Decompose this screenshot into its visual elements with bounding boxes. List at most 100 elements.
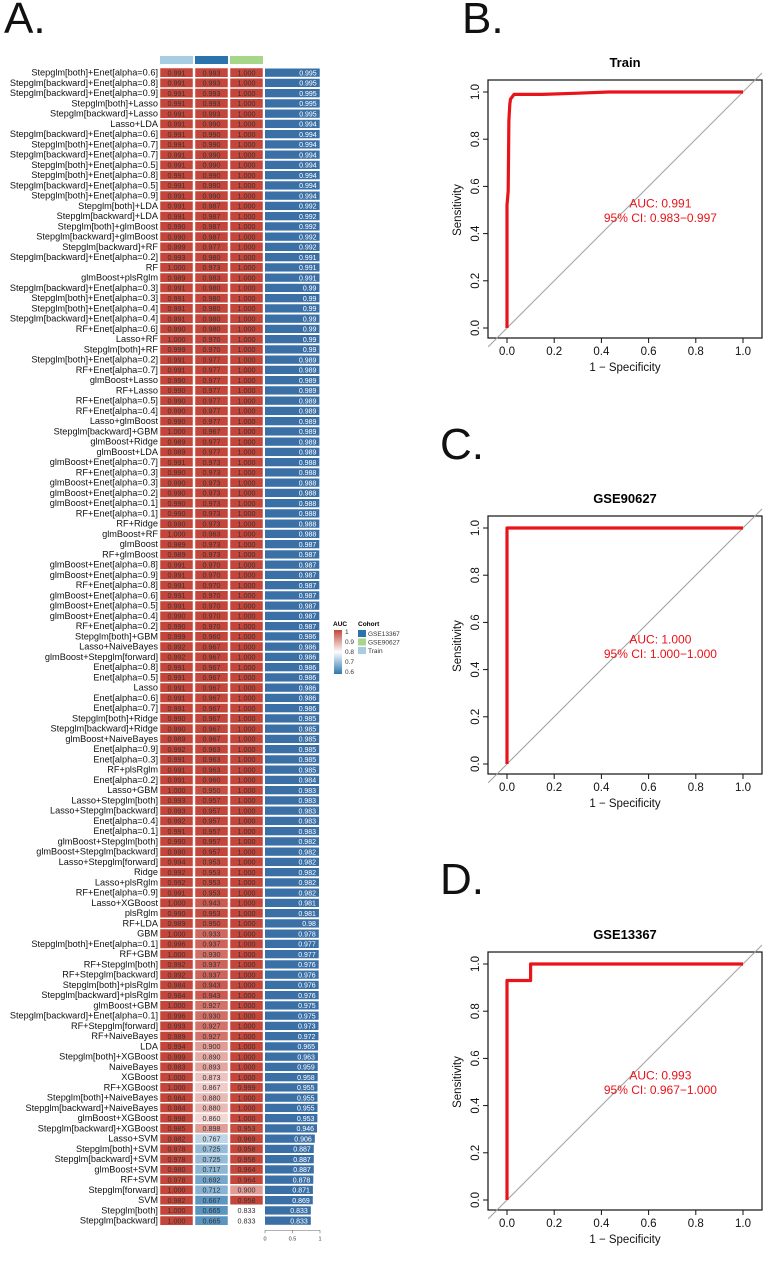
auc-cell: [159, 262, 194, 273]
auc-value: 0.999: [168, 345, 186, 354]
x-tick-label: 1.0: [735, 1218, 751, 1230]
auc-value: 1.000: [238, 1032, 256, 1041]
mean-auc-value: 0.99: [303, 296, 317, 303]
auc-value: 1.000: [238, 284, 256, 293]
auc-value: 0.991: [168, 366, 186, 375]
mean-auc-bar: [265, 447, 320, 457]
mean-auc-value: 0.99: [303, 327, 317, 334]
model-label: Lasso+SVM: [108, 1134, 158, 1144]
model-label: glmBoost+Enet[alpha=0.4]: [50, 611, 158, 621]
y-tick-label: 0.2: [470, 273, 482, 289]
mean-auc-bar: [265, 1103, 318, 1113]
mean-auc-value: 0.994: [299, 152, 317, 159]
mean-auc-bar: [265, 345, 320, 354]
auc-value: 0.991: [168, 294, 186, 303]
model-label: glmBoost+LDA: [96, 447, 158, 457]
mean-auc-bar: [265, 898, 319, 908]
mean-auc-value: 0.994: [299, 122, 317, 129]
auc-cell: [229, 283, 264, 293]
x-tick-label: 0.4: [593, 1218, 610, 1230]
auc-cell: [159, 457, 194, 468]
auc-value: 0.990: [168, 325, 186, 334]
auc-cell: [229, 918, 264, 929]
auc-value: 0.978: [168, 1175, 186, 1184]
auc-value: 0.980: [203, 253, 221, 262]
mean-auc-bar: [265, 488, 320, 498]
auc-cell: [159, 334, 194, 345]
auc-value: 0.992: [168, 817, 186, 826]
mean-auc-bar: [265, 478, 320, 487]
mean-auc-bar: [265, 386, 320, 395]
auc-value: 1.000: [238, 273, 256, 282]
auc-cell: [229, 467, 264, 478]
model-label: glmBoost+NaiveBayes: [65, 734, 158, 744]
auc-value: 1.000: [168, 1186, 186, 1195]
auc-value: 0.990: [168, 724, 186, 733]
auc-value: 0.991: [168, 284, 186, 293]
model-label: glmBoost+RF: [102, 529, 158, 539]
bar-axis-tick-label: 0.5: [289, 1236, 297, 1242]
auc-value: 0.967: [203, 735, 221, 744]
model-label: Enet[alpha=0.9]: [93, 744, 158, 754]
model-label: RF+Enet[alpha=0.1]: [76, 508, 158, 518]
mean-auc-bar: [265, 570, 320, 580]
auc-cell: [194, 242, 229, 252]
auc-value: 0.953: [203, 858, 221, 867]
auc-cell: [194, 108, 229, 119]
mean-auc-bar: [265, 458, 320, 467]
auc-cell: [194, 898, 229, 908]
model-label: Stepglm[both]+Lasso: [71, 98, 158, 108]
model-label: Stepglm[backward]+SVM: [55, 1154, 158, 1164]
model-label: Stepglm[backward]+Enet[alpha=0.7]: [10, 150, 158, 160]
auc-cell: [159, 108, 194, 119]
mean-auc-value: 0.987: [299, 614, 317, 621]
mean-auc-bar: [265, 212, 320, 221]
auc-cell: [159, 744, 194, 755]
mean-auc-value: 0.976: [298, 983, 316, 990]
auc-value: 0.991: [168, 765, 186, 774]
auc-cell: [194, 149, 229, 160]
auc-value: 1.000: [238, 991, 256, 1000]
auc-value: 0.970: [203, 601, 221, 610]
auc-cell: [159, 672, 194, 683]
mean-auc-value: 0.981: [298, 911, 316, 918]
auc-value: 1.000: [238, 109, 256, 118]
auc-value: 1.000: [238, 540, 256, 549]
auc-cell: [229, 1154, 264, 1165]
model-label: Stepglm[forward]: [89, 1185, 158, 1195]
auc-value: 0.977: [203, 407, 221, 416]
model-label: glmBoost: [120, 539, 159, 549]
auc-cell: [229, 652, 264, 662]
auc-value: 1.000: [168, 530, 186, 539]
ci-text: 95% CI: 0.967−1.000: [604, 1083, 717, 1097]
auc-value: 0.992: [168, 878, 186, 887]
auc-cell: [159, 980, 194, 990]
auc-cell: [194, 1185, 229, 1195]
auc-value: 1.000: [238, 786, 256, 795]
auc-cell: [229, 836, 264, 847]
auc-cell: [194, 98, 229, 109]
auc-cell: [159, 1164, 194, 1175]
auc-value: 0.950: [203, 786, 221, 795]
auc-value: 1.000: [168, 427, 186, 436]
auc-value: 0.991: [168, 458, 186, 467]
auc-cell: [194, 529, 229, 539]
auc-cell: [159, 1133, 194, 1144]
model-label: glmBoost+Ridge: [90, 437, 158, 447]
auc-cell: [159, 129, 194, 140]
auc-value: 0.987: [203, 212, 221, 221]
model-label: Lasso+RF: [116, 334, 159, 344]
auc-value: 0.977: [203, 376, 221, 385]
auc-value: 0.993: [203, 99, 221, 108]
auc-value: 0.993: [203, 68, 221, 77]
cohort-bar-gse90627: [230, 56, 263, 64]
auc-cell: [229, 98, 264, 109]
model-label: Stepglm[backward]+XGBoost: [38, 1123, 159, 1133]
mean-auc-bar: [265, 171, 320, 180]
x-tick-label: 0.6: [641, 1218, 657, 1230]
plot-frame: [487, 79, 763, 339]
auc-cell: [229, 764, 264, 775]
auc-value: 0.993: [203, 79, 221, 88]
auc-value: 0.977: [203, 437, 221, 446]
mean-auc-bar: [265, 119, 320, 129]
